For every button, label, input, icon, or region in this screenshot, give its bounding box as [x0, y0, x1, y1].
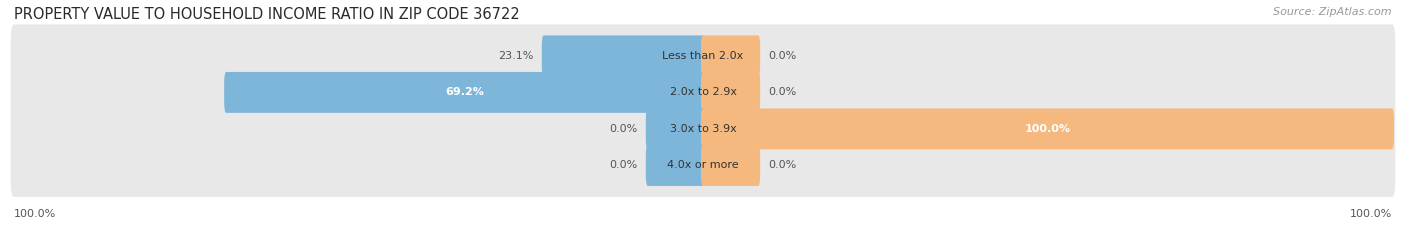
- FancyBboxPatch shape: [645, 145, 704, 186]
- Text: 69.2%: 69.2%: [446, 87, 484, 97]
- Text: 0.0%: 0.0%: [769, 51, 797, 61]
- FancyBboxPatch shape: [702, 35, 761, 76]
- Text: 0.0%: 0.0%: [769, 161, 797, 171]
- FancyBboxPatch shape: [702, 72, 761, 113]
- Text: 2.0x to 2.9x: 2.0x to 2.9x: [669, 87, 737, 97]
- FancyBboxPatch shape: [224, 72, 704, 113]
- Text: 4.0x or more: 4.0x or more: [668, 161, 738, 171]
- Text: Less than 2.0x: Less than 2.0x: [662, 51, 744, 61]
- Text: 0.0%: 0.0%: [769, 87, 797, 97]
- FancyBboxPatch shape: [645, 109, 704, 149]
- FancyBboxPatch shape: [11, 98, 1395, 160]
- FancyBboxPatch shape: [11, 24, 1395, 87]
- Text: 100.0%: 100.0%: [1350, 209, 1392, 219]
- Text: 23.1%: 23.1%: [498, 51, 533, 61]
- Text: 0.0%: 0.0%: [609, 124, 637, 134]
- FancyBboxPatch shape: [702, 145, 761, 186]
- Text: PROPERTY VALUE TO HOUSEHOLD INCOME RATIO IN ZIP CODE 36722: PROPERTY VALUE TO HOUSEHOLD INCOME RATIO…: [14, 7, 520, 22]
- FancyBboxPatch shape: [702, 109, 1393, 149]
- FancyBboxPatch shape: [11, 134, 1395, 197]
- FancyBboxPatch shape: [541, 35, 704, 76]
- Text: 0.0%: 0.0%: [609, 161, 637, 171]
- FancyBboxPatch shape: [11, 61, 1395, 124]
- Text: 100.0%: 100.0%: [14, 209, 56, 219]
- Text: 100.0%: 100.0%: [1025, 124, 1070, 134]
- Text: 3.0x to 3.9x: 3.0x to 3.9x: [669, 124, 737, 134]
- Text: Source: ZipAtlas.com: Source: ZipAtlas.com: [1274, 7, 1392, 17]
